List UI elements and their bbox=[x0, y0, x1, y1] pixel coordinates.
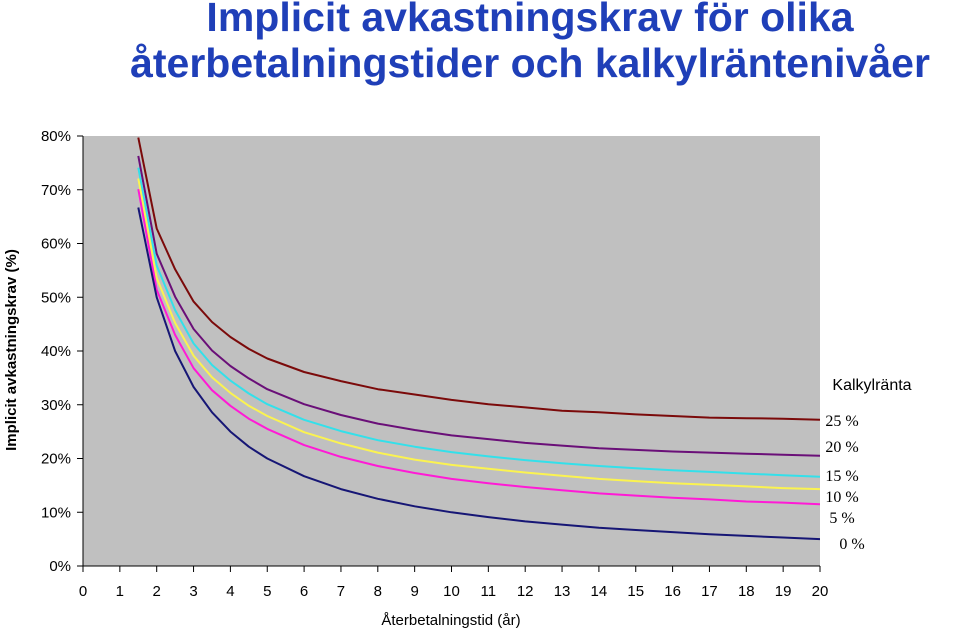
series-line-25 bbox=[137, 137, 820, 421]
x-tick-label: 16 bbox=[664, 583, 681, 600]
y-tick-label: 20% bbox=[41, 451, 71, 468]
y-tick-label: 30% bbox=[41, 397, 71, 414]
series-layer bbox=[137, 137, 820, 541]
x-axis-title: Återbetalningstid (år) bbox=[381, 612, 520, 629]
x-tick-label: 11 bbox=[481, 583, 497, 600]
y-axis-title: Implicit avkastningskrav (%) bbox=[3, 249, 20, 451]
series-line-15 bbox=[137, 167, 820, 478]
x-tick-label: 10 bbox=[443, 583, 460, 600]
x-tick-label: 15 bbox=[627, 583, 644, 600]
series-line-0 bbox=[137, 207, 820, 541]
legend: Kalkylränta 25 % 20 % 15 % 10 % 5 % 0 % bbox=[825, 377, 911, 553]
x-tick-label: 1 bbox=[116, 583, 124, 600]
legend-item-15: 15 % bbox=[825, 468, 858, 485]
x-tick-label: 12 bbox=[517, 583, 534, 600]
series-line-20 bbox=[137, 155, 820, 457]
x-tick-label: 0 bbox=[79, 583, 87, 600]
y-tick-label: 80% bbox=[41, 128, 71, 145]
y-tick-group: 0% 10% 20% 30% 40% 50% 60% 70% 80% bbox=[41, 128, 83, 575]
x-tick-label: 13 bbox=[554, 583, 571, 600]
x-tick-label: 7 bbox=[337, 583, 345, 600]
y-tick-label: 10% bbox=[41, 504, 71, 521]
legend-item-5: 5 % bbox=[829, 510, 854, 527]
x-tick-label: 6 bbox=[300, 583, 308, 600]
legend-item-25: 25 % bbox=[825, 413, 858, 430]
x-tick-label: 8 bbox=[374, 583, 382, 600]
x-tick-label: 3 bbox=[189, 583, 197, 600]
series-line-5 bbox=[137, 189, 820, 506]
x-tick-label: 18 bbox=[738, 583, 755, 600]
plot-area bbox=[83, 136, 820, 566]
x-tick-label: 2 bbox=[153, 583, 161, 600]
y-tick-label: 70% bbox=[41, 182, 71, 199]
chart-title: Implicit avkastningskrav för olika återb… bbox=[0, 0, 960, 86]
chart-title-line-1: Implicit avkastningskrav för olika bbox=[206, 0, 854, 40]
series-line-10 bbox=[137, 178, 820, 491]
legend-item-10: 10 % bbox=[825, 489, 858, 506]
y-tick-label: 0% bbox=[49, 558, 71, 575]
x-tick-group: 0 1 2 3 4 5 6 7 8 9 10 11 12 13 14 15 16 17 18 19 20 bbox=[79, 566, 829, 600]
y-tick-label: 60% bbox=[41, 236, 71, 253]
legend-item-20: 20 % bbox=[825, 439, 858, 456]
legend-item-0: 0 % bbox=[839, 536, 864, 553]
x-tick-label: 14 bbox=[591, 583, 608, 600]
y-tick-label: 40% bbox=[41, 343, 71, 360]
x-tick-label: 19 bbox=[775, 583, 792, 600]
legend-title: Kalkylränta bbox=[832, 377, 911, 394]
y-tick-label: 50% bbox=[41, 289, 71, 306]
x-tick-label: 5 bbox=[263, 583, 271, 600]
chart-title-line-2: återbetalningstider och kalkylräntenivåe… bbox=[130, 40, 930, 86]
x-tick-label: 17 bbox=[701, 583, 718, 600]
x-tick-label: 20 bbox=[812, 583, 829, 600]
x-tick-label: 4 bbox=[226, 583, 234, 600]
x-tick-label: 9 bbox=[410, 583, 418, 600]
